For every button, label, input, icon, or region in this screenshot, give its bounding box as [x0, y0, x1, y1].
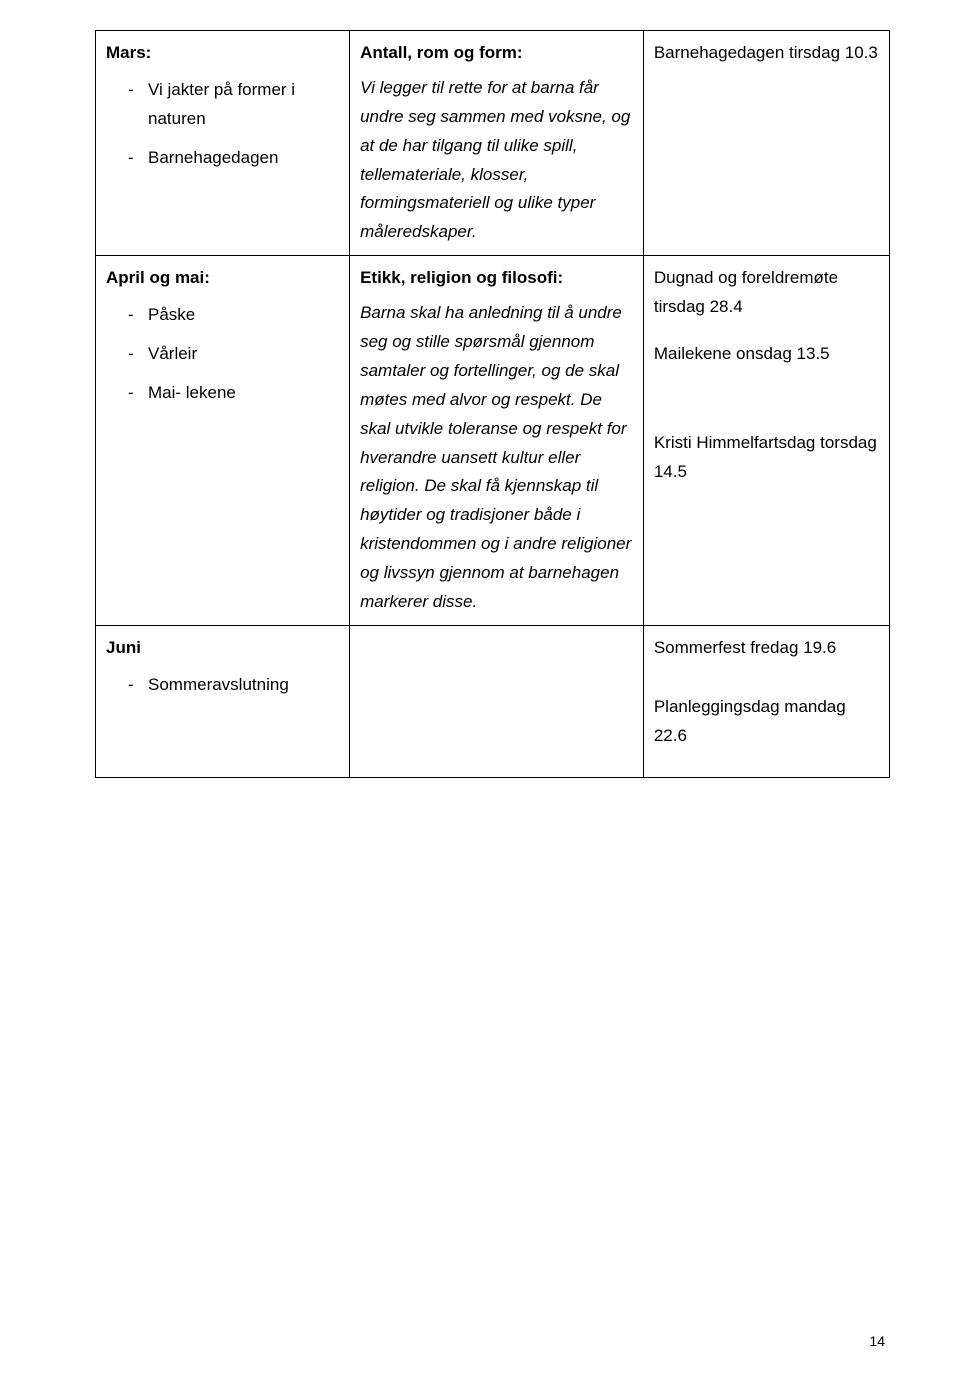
- cell-topic: Etikk, religion og filosofi: Barna skal …: [350, 256, 644, 626]
- date-text: Planleggingsdag mandag 22.6: [654, 693, 879, 751]
- table-row: Mars: Vi jakter på former i naturen Barn…: [96, 31, 890, 256]
- cell-month: Mars: Vi jakter på former i naturen Barn…: [96, 31, 350, 256]
- month-heading: Juni: [106, 634, 339, 663]
- date-text: Kristi Himmelfartsdag torsdag 14.5: [654, 429, 879, 487]
- cell-topic: Antall, rom og form: Vi legger til rette…: [350, 31, 644, 256]
- cell-month: Juni Sommeravslutning: [96, 625, 350, 777]
- date-text: Barnehagedagen tirsdag 10.3: [654, 39, 879, 68]
- month-heading: Mars:: [106, 39, 339, 68]
- cell-dates: Barnehagedagen tirsdag 10.3: [643, 31, 889, 256]
- list-item: Mai- lekene: [106, 379, 339, 408]
- activity-list: Påske Vårleir Mai- lekene: [106, 301, 339, 408]
- date-text: Mailekene onsdag 13.5: [654, 340, 879, 369]
- topic-body: Barna skal ha anledning til å undre seg …: [360, 299, 633, 617]
- page-content: Mars: Vi jakter på former i naturen Barn…: [0, 0, 960, 808]
- list-item: Sommeravslutning: [106, 671, 339, 700]
- topic-body: Vi legger til rette for at barna får und…: [360, 74, 633, 247]
- schedule-table: Mars: Vi jakter på former i naturen Barn…: [95, 30, 890, 778]
- list-item: Vi jakter på former i naturen: [106, 76, 339, 134]
- table-row: Juni Sommeravslutning Sommerfest fredag …: [96, 625, 890, 777]
- activity-list: Sommeravslutning: [106, 671, 339, 700]
- cell-month: April og mai: Påske Vårleir Mai- lekene: [96, 256, 350, 626]
- cell-topic: [350, 625, 644, 777]
- activity-list: Vi jakter på former i naturen Barnehaged…: [106, 76, 339, 173]
- page-number: 14: [869, 1333, 885, 1349]
- date-text: Sommerfest fredag 19.6: [654, 634, 879, 663]
- list-item: Barnehagedagen: [106, 144, 339, 173]
- date-text: Dugnad og foreldremøte tirsdag 28.4: [654, 264, 879, 322]
- list-item: Påske: [106, 301, 339, 330]
- table-row: April og mai: Påske Vårleir Mai- lekene …: [96, 256, 890, 626]
- topic-heading: Antall, rom og form:: [360, 39, 633, 68]
- cell-dates: Dugnad og foreldremøte tirsdag 28.4 Mail…: [643, 256, 889, 626]
- month-heading: April og mai:: [106, 264, 339, 293]
- list-item: Vårleir: [106, 340, 339, 369]
- cell-dates: Sommerfest fredag 19.6 Planleggingsdag m…: [643, 625, 889, 777]
- topic-heading: Etikk, religion og filosofi:: [360, 264, 633, 293]
